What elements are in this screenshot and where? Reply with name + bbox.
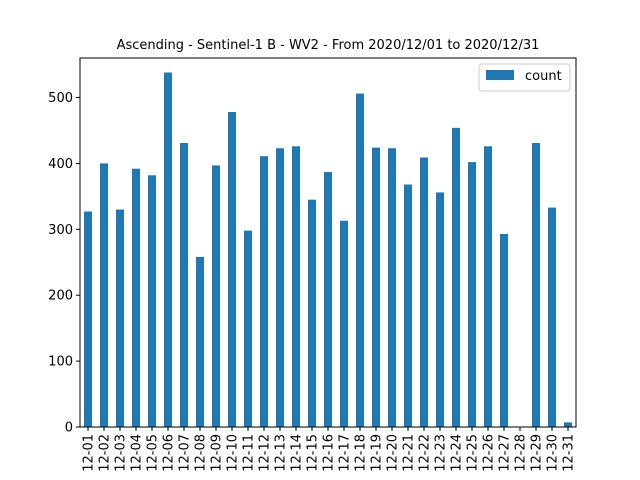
bar-12-04 xyxy=(132,168,140,427)
y-tick-label: 100 xyxy=(48,355,73,370)
x-tick-label-12-03: 12-03 xyxy=(114,434,129,472)
bar-12-11 xyxy=(244,230,252,427)
bar-12-06 xyxy=(164,72,172,427)
y-tick-label: 200 xyxy=(48,289,73,304)
x-tick-label-12-14: 12-14 xyxy=(290,434,305,472)
bar-12-25 xyxy=(468,162,476,428)
y-tick-label: 300 xyxy=(48,223,73,238)
bar-12-19 xyxy=(372,147,380,428)
x-tick-label-12-07: 12-07 xyxy=(178,434,193,472)
bar-12-24 xyxy=(452,127,460,427)
legend: count xyxy=(478,63,571,92)
x-tick-label-12-20: 12-20 xyxy=(386,434,401,472)
x-tick-label-12-08: 12-08 xyxy=(194,434,209,472)
x-tick-label-12-25: 12-25 xyxy=(466,434,481,472)
y-tick-label: 0 xyxy=(65,421,73,436)
x-tick-label-12-24: 12-24 xyxy=(450,434,465,472)
x-tick-label-12-22: 12-22 xyxy=(418,434,433,472)
bar-12-29 xyxy=(532,143,540,427)
bar-12-27 xyxy=(500,233,508,427)
bar-12-21 xyxy=(404,184,412,427)
x-tick-label-12-04: 12-04 xyxy=(130,434,145,472)
x-tick-label-12-28: 12-28 xyxy=(514,434,529,472)
x-tick-label-12-16: 12-16 xyxy=(322,434,337,472)
x-tick-label-12-11: 12-11 xyxy=(242,434,257,472)
bar-12-20 xyxy=(388,148,396,427)
x-tick-label-12-30: 12-30 xyxy=(546,434,561,472)
x-tick-label-12-02: 12-02 xyxy=(98,434,113,472)
x-tick-label-12-26: 12-26 xyxy=(482,434,497,472)
y-axis: 0 100 200 300 400 500 xyxy=(48,91,80,436)
y-tick-label: 400 xyxy=(48,157,73,172)
bar-12-26 xyxy=(484,146,492,428)
legend-swatch xyxy=(486,70,514,80)
x-tick-label-12-21: 12-21 xyxy=(402,434,417,472)
x-tick-label-12-10: 12-10 xyxy=(226,434,241,472)
x-tick-label-12-27: 12-27 xyxy=(498,434,513,472)
chart-title: Ascending - Sentinel-1 B - WV2 - From 20… xyxy=(117,38,540,53)
bar-12-01 xyxy=(84,211,92,427)
x-tick-label-12-15: 12-15 xyxy=(306,434,321,472)
bar-12-16 xyxy=(324,171,332,427)
bar-12-03 xyxy=(116,209,124,427)
bar-12-18 xyxy=(356,93,364,427)
x-tick-label-12-17: 12-17 xyxy=(338,434,353,472)
bar-12-09 xyxy=(212,165,220,427)
x-tick-label-12-06: 12-06 xyxy=(162,434,177,472)
bar-12-17 xyxy=(340,220,348,427)
legend-label-count: count xyxy=(525,69,562,84)
bar-12-12 xyxy=(260,156,268,427)
plot-frame xyxy=(79,57,577,428)
bar-12-08 xyxy=(196,257,204,427)
bar-12-10 xyxy=(228,112,236,427)
x-tick-label-12-09: 12-09 xyxy=(210,434,225,472)
bar-12-23 xyxy=(436,192,444,427)
x-tick-label-12-31: 12-31 xyxy=(562,434,577,472)
bar-12-05 xyxy=(148,175,156,427)
x-tick-label-12-01: 12-01 xyxy=(82,434,97,472)
bar-12-02 xyxy=(100,163,108,427)
bars-group xyxy=(84,72,572,428)
x-tick-label-12-29: 12-29 xyxy=(530,434,545,472)
x-tick-label-12-13: 12-13 xyxy=(274,434,289,472)
bar-12-31 xyxy=(564,422,572,427)
bar-12-15 xyxy=(308,199,316,427)
bar-12-30 xyxy=(548,207,556,427)
bar-12-13 xyxy=(276,148,284,427)
x-tick-label-12-05: 12-05 xyxy=(146,434,161,472)
x-tick-label-12-18: 12-18 xyxy=(354,434,369,472)
bar-12-14 xyxy=(292,146,300,428)
y-tick-label: 500 xyxy=(48,91,73,106)
x-tick-label-12-12: 12-12 xyxy=(258,434,273,472)
x-axis: 12-01 12-02 12-03 12-04 12-05 12-06 12-07 12-08… xyxy=(82,427,577,472)
bar-12-07 xyxy=(180,143,188,427)
x-tick-label-12-23: 12-23 xyxy=(434,434,449,472)
bar-12-22 xyxy=(420,157,428,427)
x-tick-label-12-19: 12-19 xyxy=(370,434,385,472)
